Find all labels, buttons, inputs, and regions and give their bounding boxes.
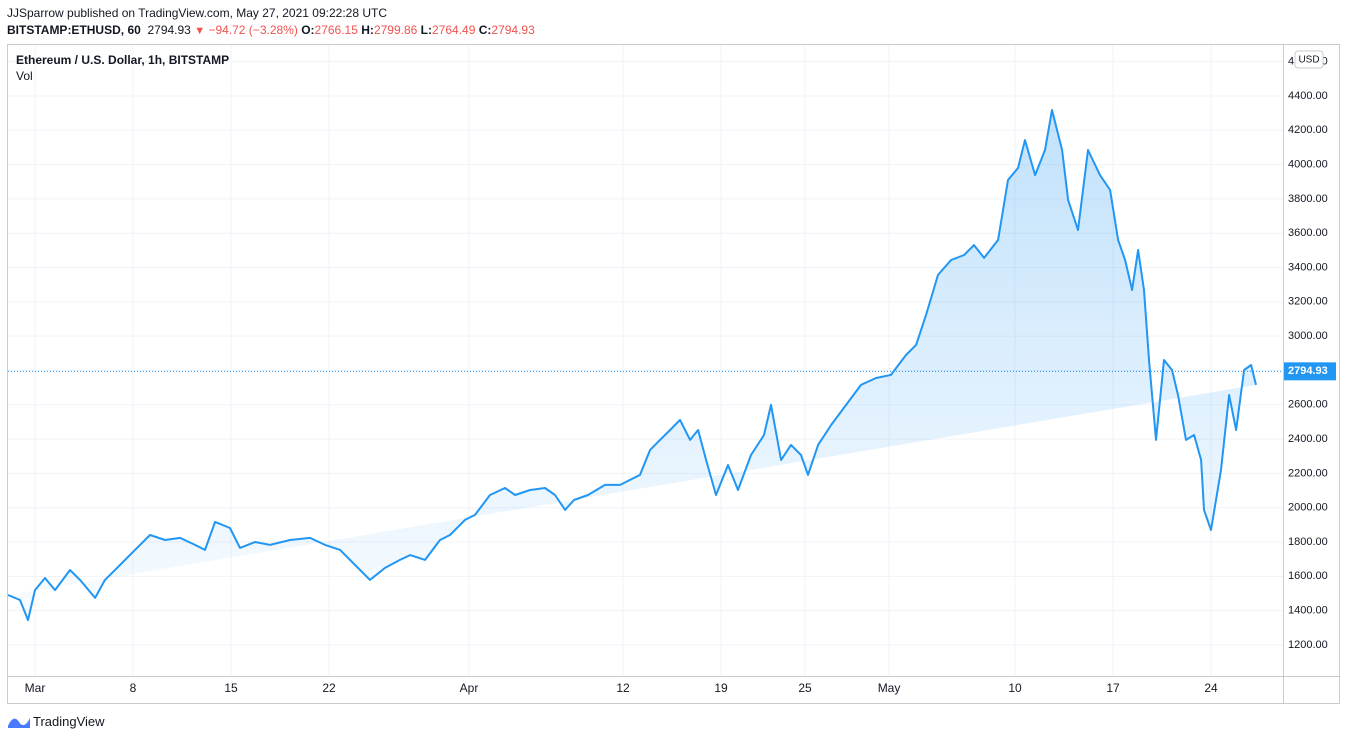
symbol: BITSTAMP:ETHUSD, 60	[7, 23, 141, 37]
y-tick-label: 1600.00	[1288, 570, 1328, 582]
chart-border	[7, 44, 1340, 704]
direction: ▼	[194, 25, 206, 37]
y-tick-label: 3600.00	[1288, 227, 1328, 239]
currency-box[interactable]	[1294, 50, 1324, 69]
y-tick-label: 2600.00	[1288, 399, 1328, 411]
last-price-box	[1284, 362, 1336, 381]
x-tick-label: May	[878, 681, 901, 695]
x-tick-label: 10	[1008, 681, 1022, 695]
y-tick-label: 4200.00	[1288, 124, 1328, 136]
last-price: 2794.93	[147, 23, 191, 37]
last-price-label: 2794.93	[1288, 365, 1328, 377]
close: 2794.93	[491, 23, 535, 37]
chart-title: Ethereum / U.S. Dollar, 1h, BITSTAMP	[16, 53, 229, 67]
x-tick-label: Mar	[25, 681, 46, 695]
open: 2766.15	[314, 23, 358, 37]
y-tick-label: 3400.00	[1288, 261, 1328, 273]
y-tick-label: 1800.00	[1288, 536, 1328, 548]
y-tick-label: 3000.00	[1288, 330, 1328, 342]
y-tick-label: 2000.00	[1288, 502, 1328, 514]
currency: USD	[1298, 55, 1319, 66]
header: JJSparrow published on TradingView.com, …	[7, 5, 535, 40]
symbol-line: BITSTAMP:ETHUSD, 60 2794.93 ▼ −94.72 (−3…	[7, 22, 535, 40]
y-tick-label: 3200.00	[1288, 296, 1328, 308]
y-tick-label: 3800.00	[1288, 193, 1328, 205]
low: 2764.49	[432, 23, 476, 37]
x-tick-label: 25	[798, 681, 812, 695]
change: −94.72 (−3.28%)	[208, 23, 298, 37]
close-label: C:	[478, 23, 492, 37]
x-tick-label: 22	[322, 681, 336, 695]
logo	[8, 718, 30, 728]
low-label: L:	[420, 23, 432, 37]
y-tick-label: 2200.00	[1288, 467, 1328, 479]
author-line: JJSparrow published on TradingView.com, …	[7, 6, 387, 20]
y-tick-label: 4000.00	[1288, 159, 1328, 171]
x-tick-label: 19	[714, 681, 728, 695]
x-tick-label: 12	[616, 681, 630, 695]
high-label: H:	[361, 23, 374, 37]
x-tick-label: 17	[1106, 681, 1120, 695]
x-tick-label: 8	[130, 681, 137, 695]
area-fill	[8, 110, 1256, 621]
x-tick-label: 24	[1204, 681, 1218, 695]
volume-label: Vol	[16, 69, 33, 83]
x-tick-label: Apr	[460, 681, 479, 695]
open-label: O:	[301, 23, 315, 37]
brand: TradingView	[33, 714, 105, 729]
y-tick-label: 2400.00	[1288, 433, 1328, 445]
y-tick-label: 1200.00	[1288, 639, 1328, 651]
y-tick-label: 4400.00	[1288, 90, 1328, 102]
y-tick-label: 1400.00	[1288, 605, 1328, 617]
high: 2799.86	[373, 23, 418, 37]
price-line	[7, 109, 1257, 622]
x-tick-label: 15	[224, 681, 238, 695]
